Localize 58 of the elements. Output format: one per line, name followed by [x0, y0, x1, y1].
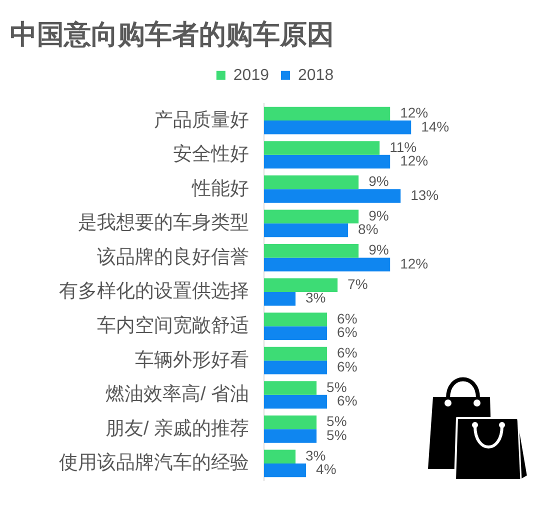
data-label: 6% — [337, 392, 358, 409]
y-tick-label: 燃油效率高/ 省油 — [105, 383, 249, 406]
bar — [264, 463, 306, 478]
bar — [264, 415, 317, 430]
legend-label: 2018 — [298, 66, 334, 84]
data-label: 12% — [400, 104, 428, 121]
data-label: 5% — [326, 413, 347, 430]
data-label: 3% — [306, 290, 326, 306]
data-label: 12% — [400, 255, 428, 272]
y-tick-label: 该品牌的良好信誉 — [97, 246, 249, 268]
bar — [264, 326, 328, 340]
y-tick-label: 使用该品牌汽车的经验 — [59, 452, 249, 474]
y-tick-label: 是我想要的车身类型 — [78, 212, 249, 234]
bar — [264, 450, 296, 464]
bar — [264, 120, 412, 134]
bar — [264, 223, 348, 238]
data-label: 6% — [337, 358, 358, 374]
data-label: 11% — [390, 138, 417, 155]
data-label: 12% — [400, 152, 428, 169]
y-tick-label: 安全性好 — [173, 143, 249, 166]
bar — [264, 312, 328, 326]
data-label: 6% — [337, 310, 358, 326]
data-label: 4% — [316, 461, 336, 478]
bar — [264, 346, 328, 361]
data-label: 14% — [421, 118, 450, 134]
data-label: 9% — [368, 207, 389, 224]
bar — [264, 154, 390, 169]
y-tick-label: 产品质量好 — [154, 110, 249, 131]
data-label: 6% — [337, 324, 358, 340]
bar — [264, 189, 401, 203]
bar — [264, 210, 359, 224]
data-label: 13% — [410, 186, 439, 203]
y-tick-label: 车辆外形好看 — [135, 350, 249, 371]
bar — [264, 394, 328, 409]
data-label: 5% — [326, 426, 347, 443]
y-tick-label: 性能好 — [191, 178, 249, 200]
data-label: 7% — [348, 276, 368, 292]
y-tick-label: 有多样化的设置供选择 — [59, 281, 249, 302]
chart-title: 中国意向购车者的购车原因 — [10, 20, 334, 50]
data-label: 6% — [337, 344, 358, 361]
bar — [264, 360, 328, 374]
y-tick-label: 朋友/ 亲戚的推荐 — [105, 417, 249, 440]
bar — [264, 106, 390, 121]
bar — [264, 381, 317, 395]
bar — [264, 175, 359, 190]
y-tick-label: 车内空间宽敞舒适 — [97, 314, 249, 337]
data-label: 9% — [368, 173, 389, 190]
bar — [264, 244, 359, 258]
bar — [264, 278, 338, 292]
data-label: 5% — [326, 378, 347, 395]
bar — [264, 429, 317, 443]
bar — [264, 258, 390, 272]
data-label: 9% — [368, 242, 389, 258]
bar — [264, 141, 380, 155]
data-label: 8% — [358, 221, 378, 238]
legend-label: 2019 — [233, 66, 270, 84]
data-label: 3% — [306, 447, 326, 464]
bar — [264, 292, 296, 306]
